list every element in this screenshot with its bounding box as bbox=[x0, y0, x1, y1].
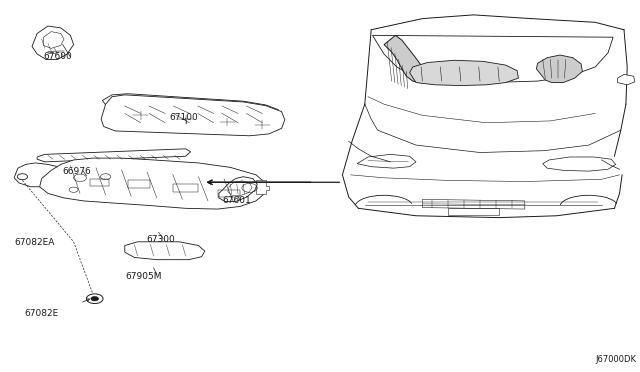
Polygon shape bbox=[618, 74, 635, 85]
Polygon shape bbox=[102, 94, 278, 115]
Polygon shape bbox=[37, 149, 191, 162]
Circle shape bbox=[86, 294, 103, 304]
Polygon shape bbox=[422, 199, 525, 209]
Text: 67600: 67600 bbox=[44, 52, 72, 61]
Text: 67100: 67100 bbox=[170, 113, 198, 122]
Polygon shape bbox=[125, 242, 205, 260]
Polygon shape bbox=[101, 95, 285, 136]
Polygon shape bbox=[357, 154, 416, 168]
Text: 67905M: 67905M bbox=[125, 272, 162, 280]
Polygon shape bbox=[219, 177, 257, 202]
Polygon shape bbox=[543, 157, 616, 171]
Polygon shape bbox=[536, 55, 582, 83]
Polygon shape bbox=[256, 180, 269, 194]
Bar bbox=[173, 184, 198, 192]
Polygon shape bbox=[44, 32, 64, 48]
Text: 67082E: 67082E bbox=[24, 309, 59, 318]
Bar bbox=[448, 208, 499, 215]
Text: 67082EA: 67082EA bbox=[14, 238, 54, 247]
Polygon shape bbox=[228, 181, 252, 196]
Bar bbox=[218, 190, 240, 197]
Polygon shape bbox=[32, 26, 74, 60]
Circle shape bbox=[17, 174, 28, 180]
Polygon shape bbox=[14, 163, 70, 187]
Text: 67601: 67601 bbox=[222, 196, 251, 205]
Circle shape bbox=[91, 296, 99, 301]
Polygon shape bbox=[410, 60, 518, 86]
Polygon shape bbox=[384, 35, 429, 83]
Bar bbox=[128, 180, 150, 188]
Bar bbox=[90, 179, 109, 186]
Text: 66976: 66976 bbox=[63, 167, 92, 176]
Text: 67300: 67300 bbox=[146, 235, 175, 244]
Polygon shape bbox=[40, 158, 266, 209]
Text: J67000DK: J67000DK bbox=[596, 355, 637, 364]
Polygon shape bbox=[372, 35, 613, 83]
